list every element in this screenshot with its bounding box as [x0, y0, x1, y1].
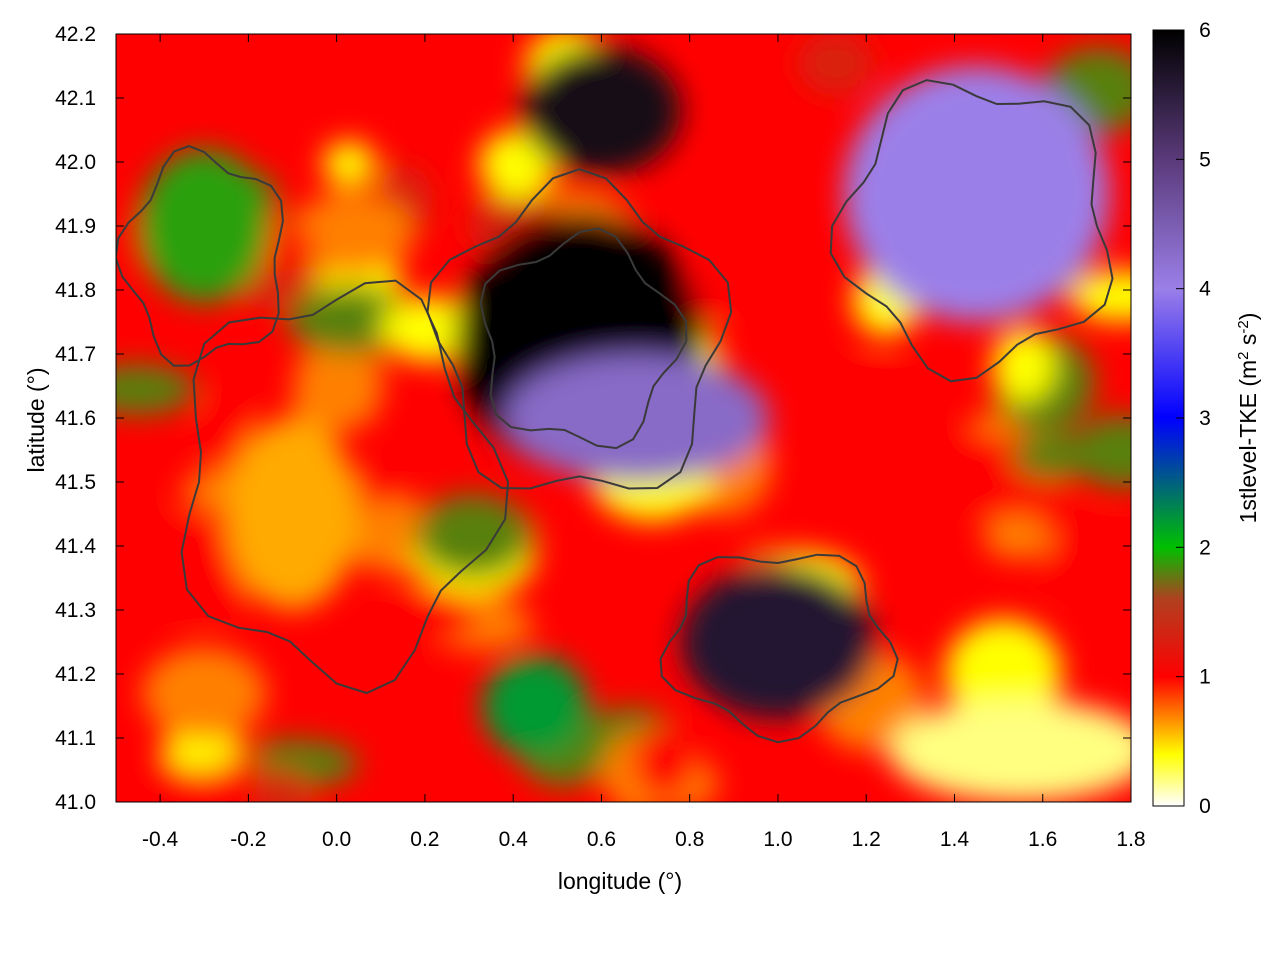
y-tick-label: 41.1	[55, 727, 96, 750]
colorbar-label: 1stlevel-TKE (m2 s-2)	[1235, 313, 1261, 524]
heat-texture-cell	[381, 588, 478, 644]
heat-region-south-green	[482, 654, 589, 758]
heat-region-west-yellow	[226, 418, 359, 610]
heat-texture-cell	[415, 494, 531, 578]
y-tick-label: 41.6	[55, 407, 96, 430]
y-tick-label: 41.3	[55, 599, 96, 622]
heat-texture-cell	[322, 141, 376, 187]
y-tick-label: 41.2	[55, 663, 96, 686]
x-tick-label: 0.2	[410, 828, 439, 851]
heat-texture-cell	[992, 328, 1056, 403]
y-tick-label: 42.0	[55, 151, 96, 174]
x-tick-label: -0.4	[142, 828, 179, 851]
y-tick-label: 41.8	[55, 279, 96, 302]
contour-line	[116, 145, 284, 367]
contour-line	[829, 79, 1114, 383]
heat-texture-cell	[291, 192, 414, 275]
contour-line	[479, 227, 688, 450]
x-tick-label: 0.8	[675, 828, 704, 851]
y-tick-label: 42.2	[55, 23, 96, 46]
x-tick-label: 1.0	[763, 828, 792, 851]
heat-texture-cell	[380, 296, 481, 363]
y-tick-label: 42.1	[55, 87, 96, 110]
x-tick-label: 1.4	[940, 828, 970, 851]
colorbar-tick-label: 3	[1199, 407, 1211, 430]
y-tick-label: 41.4	[55, 535, 96, 558]
contour-lines	[116, 79, 1114, 744]
heatmap-field	[116, 34, 1131, 802]
heat-region-se-dark	[680, 565, 876, 719]
colorbar-tick-label: 1	[1199, 666, 1211, 689]
heat-texture-cell	[286, 286, 413, 354]
heat-texture-cell	[1040, 517, 1131, 588]
x-axis: -0.4 -0.2 0.0 0.2 0.4 0.6 0.8 1.0 1.2 1.4 1.6 1.8	[142, 34, 1146, 851]
heat-texture-cell	[116, 502, 166, 549]
heat-region-southeast-sea	[888, 699, 1131, 802]
colorbar-tick-label: 5	[1199, 148, 1211, 171]
y-axis: 41.0 41.1 41.2 41.3 41.4 41.5 41.6 41.7 41.8 41.9…	[55, 23, 1131, 814]
heat-region-crater-rim-purple	[504, 354, 770, 482]
colorbar-tick-label: 4	[1199, 278, 1211, 301]
colorbar-axis: 0 1 2 3 4 5 6	[1176, 19, 1211, 818]
y-tick-label: 41.9	[55, 215, 96, 238]
heat-texture-cell	[982, 515, 1053, 560]
heat-texture-cell	[254, 767, 312, 802]
heat-texture-cell	[1069, 270, 1131, 322]
heat-texture-cell	[142, 646, 267, 740]
heat-texture-cell	[633, 724, 696, 799]
x-axis-label: longitude (°)	[558, 868, 682, 894]
heat-texture-cell	[820, 363, 920, 431]
y-tick-label: 41.5	[55, 471, 96, 494]
colorbar-tick-label: 0	[1199, 795, 1211, 818]
colorbar-tick-label: 2	[1199, 536, 1211, 559]
y-tick-label: 41.7	[55, 343, 96, 366]
heat-texture-cell	[797, 34, 874, 96]
heat-region-west-green	[138, 149, 271, 303]
colorbar-tick-label: 6	[1199, 19, 1211, 42]
x-tick-label: 0.6	[587, 828, 616, 851]
x-tick-label: 1.8	[1116, 828, 1145, 851]
heat-region-north-dark	[522, 46, 681, 175]
x-tick-label: 1.6	[1028, 828, 1057, 851]
x-tick-label: 0.0	[322, 828, 351, 851]
heat-texture-cell	[231, 739, 359, 788]
x-tick-label: 0.4	[499, 828, 529, 851]
contour-line	[180, 279, 509, 695]
heat-texture-cell	[162, 728, 238, 771]
y-tick-label: 41.0	[55, 791, 96, 814]
y-axis-label: latitude (°)	[23, 367, 49, 472]
heat-texture-cell	[1011, 433, 1098, 480]
x-tick-label: -0.2	[230, 828, 266, 851]
heat-texture-cell	[116, 364, 197, 415]
x-tick-label: 1.2	[852, 828, 881, 851]
contour-line	[659, 553, 899, 744]
heat-region-ne-purple	[844, 66, 1109, 322]
